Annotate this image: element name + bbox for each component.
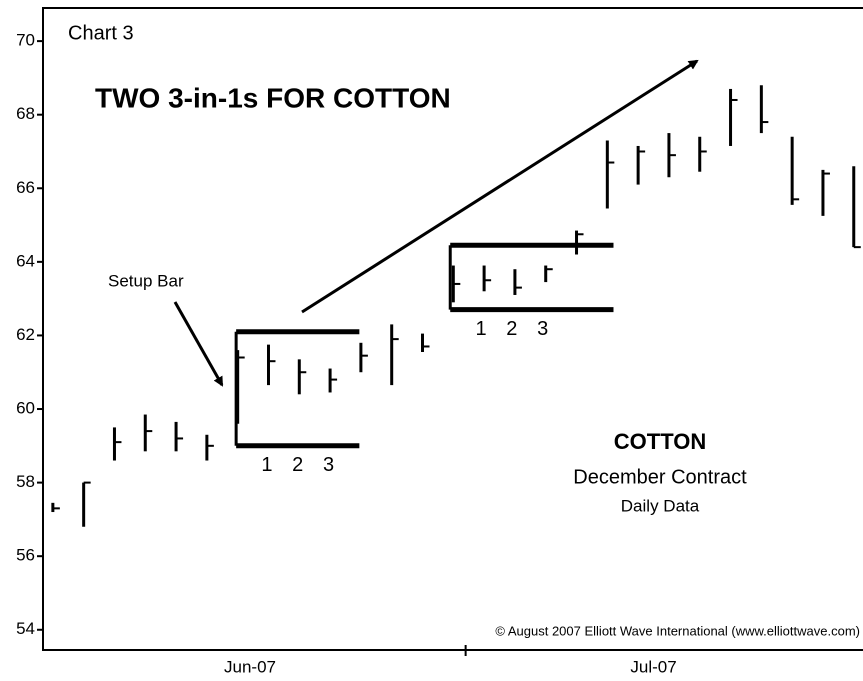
x-tick-label: Jun-07 xyxy=(224,657,276,676)
box-number: 2 xyxy=(292,454,303,476)
y-tick-label: 70 xyxy=(16,31,35,50)
y-tick-label: 58 xyxy=(16,472,35,491)
y-tick-label: 60 xyxy=(16,399,35,418)
y-tick-label: 62 xyxy=(16,325,35,344)
chart-label: Chart 3 xyxy=(68,22,134,44)
y-tick-label: 64 xyxy=(16,251,35,270)
y-tick-label: 66 xyxy=(16,178,35,197)
plot-frame xyxy=(42,7,863,651)
y-tick-label: 56 xyxy=(16,546,35,565)
box-number: 1 xyxy=(475,318,486,340)
box-number: 1 xyxy=(261,454,272,476)
box-number: 3 xyxy=(323,454,334,476)
contract-label: December Contract xyxy=(573,466,747,488)
setup-label: Setup Bar xyxy=(108,271,184,290)
copyright: © August 2007 Elliott Wave International… xyxy=(495,623,860,638)
trend-arrow xyxy=(301,59,699,314)
commodity-label: COTTON xyxy=(614,429,706,454)
chart-title: TWO 3-in-1s FOR COTTON xyxy=(95,82,451,113)
box-number: 2 xyxy=(506,318,517,340)
y-tick-label: 68 xyxy=(16,104,35,123)
data-label: Daily Data xyxy=(621,496,700,515)
setup-arrow xyxy=(173,301,224,387)
y-tick-label: 54 xyxy=(16,619,35,638)
box-number: 3 xyxy=(537,318,548,340)
x-tick-label: Jul-07 xyxy=(630,657,676,676)
